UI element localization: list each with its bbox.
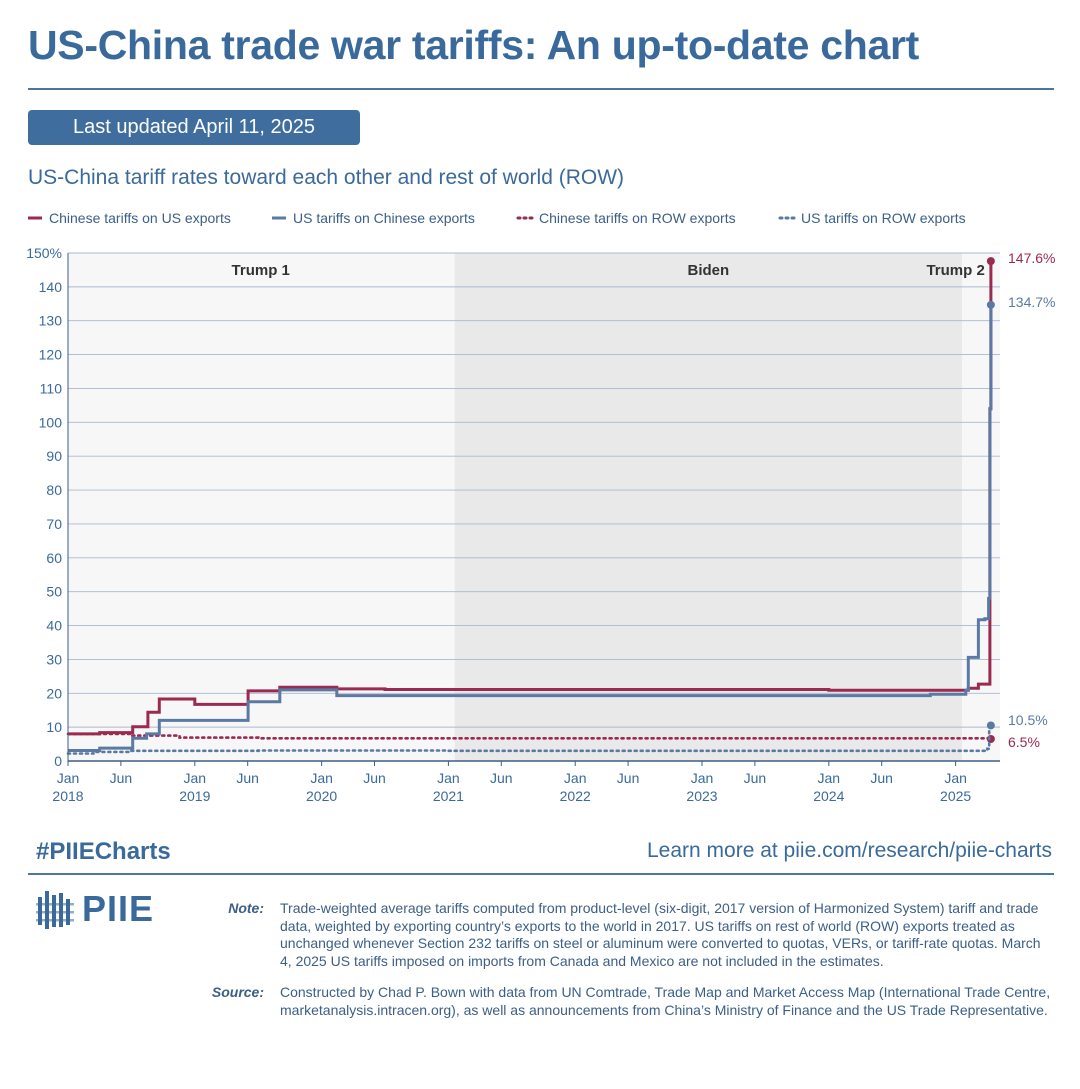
series-end-label: 134.7%	[1008, 294, 1055, 310]
y-tick-label: 20	[46, 685, 62, 701]
x-tick-label: Jan	[310, 770, 333, 786]
series-line-chinese-tariffs-on-us-exports	[68, 261, 993, 736]
x-tick-label: Jan	[564, 770, 587, 786]
series-end-label: 6.5%	[1008, 734, 1040, 750]
hashtag: #PIIECharts	[36, 838, 171, 865]
x-year-label: 2022	[560, 788, 591, 804]
series-line-chinese-tariffs-on-row-exports	[66, 732, 993, 741]
period-shade	[454, 253, 962, 761]
x-year-label: 2025	[940, 788, 971, 804]
y-tick-label: 130	[39, 313, 63, 329]
tariff-chart: Trump 1 Biden Trump 2 0 10 20 30 40 50 60 70 80 90 1…	[26, 210, 1055, 804]
x-tick-label: Jan	[184, 770, 207, 786]
x-tick-label: Jun	[363, 770, 386, 786]
y-tick-label: 140	[39, 279, 63, 295]
period-label: Trump 2	[926, 262, 984, 279]
last-updated-badge: Last updated April 11, 2025	[28, 110, 360, 145]
footer-rule	[28, 873, 1054, 875]
note-row: Note: Trade-weighted average tariffs com…	[200, 900, 1052, 970]
x-year-label: 2019	[179, 788, 210, 804]
title-rule	[28, 88, 1054, 90]
y-tick-label: 80	[46, 482, 62, 498]
page-title: US-China trade war tariffs: An up-to-dat…	[28, 22, 920, 68]
x-year-label: 2018	[52, 788, 83, 804]
x-tick-label: Jan	[818, 770, 841, 786]
x-tick-label: Jun	[236, 770, 259, 786]
x-tick-label: Jun	[617, 770, 640, 786]
y-tick-label: 0	[54, 753, 62, 769]
legend-item: Chinese tariffs on ROW exports	[516, 210, 736, 226]
note-label: Note:	[228, 900, 264, 916]
x-tick-label: Jan	[57, 770, 80, 786]
x-year-label: 2020	[306, 788, 337, 804]
y-tick-label: 110	[40, 380, 63, 396]
y-tick-label: 100	[39, 414, 63, 430]
x-year-label: 2024	[813, 788, 844, 804]
series-end-point	[986, 257, 995, 266]
x-tick-label: Jan	[437, 770, 460, 786]
x-year-label: 2023	[686, 788, 717, 804]
y-tick-label: 150%	[26, 245, 62, 261]
legend-item: US tariffs on ROW exports	[778, 210, 966, 226]
learn-more-link[interactable]: Learn more at piie.com/research/piie-cha…	[646, 839, 1052, 862]
x-tick-label: Jun	[744, 770, 767, 786]
y-tick-label: 40	[46, 618, 62, 634]
legend-label: Chinese tariffs on ROW exports	[539, 210, 736, 226]
notes-section: Note: Trade-weighted average tariffs com…	[200, 900, 1052, 1033]
legend-label: US tariffs on Chinese exports	[293, 210, 475, 226]
note-text: Trade-weighted average tariffs computed …	[280, 900, 1041, 969]
series-end-label: 147.6%	[1008, 250, 1055, 266]
y-tick-label: 60	[46, 550, 62, 566]
y-tick-label: 120	[39, 347, 63, 363]
period-label: Trump 1	[232, 262, 290, 279]
legend-item: Chinese tariffs on US exports	[28, 210, 231, 226]
series-line-us-tariffs-on-row-exports	[66, 724, 993, 755]
piie-logo: PIIE	[36, 888, 154, 930]
legend-item: US tariffs on Chinese exports	[272, 210, 475, 226]
piie-logo-icon	[36, 891, 74, 929]
series-end-label: 10.5%	[1008, 712, 1048, 728]
source-row: Source: Constructed by Chad P. Bown with…	[200, 984, 1052, 1019]
series-end-point	[986, 300, 995, 309]
y-tick-label: 50	[46, 584, 62, 600]
series-line-us-tariffs-on-chinese-exports	[68, 304, 993, 752]
source-label: Source:	[211, 984, 264, 1000]
y-tick-label: 30	[46, 651, 62, 667]
legend-label: Chinese tariffs on US exports	[49, 210, 231, 226]
source-text: Constructed by Chad P. Bown with data fr…	[280, 984, 1051, 1018]
x-tick-label: Jun	[870, 770, 893, 786]
x-tick-label: Jan	[691, 770, 714, 786]
piie-logo-text: PIIE	[82, 888, 155, 929]
x-year-label: 2021	[433, 788, 464, 804]
y-tick-label: 90	[46, 448, 62, 464]
period-label: Biden	[688, 262, 730, 279]
x-tick-label: Jun	[490, 770, 513, 786]
x-tick-label: Jan	[944, 770, 967, 786]
chart-subtitle: US-China tariff rates toward each other …	[28, 166, 625, 189]
y-tick-label: 70	[46, 516, 62, 532]
y-tick-label: 10	[46, 719, 62, 735]
series-end-point	[986, 721, 995, 730]
x-tick-label: Jun	[110, 770, 133, 786]
legend-label: US tariffs on ROW exports	[801, 210, 966, 226]
